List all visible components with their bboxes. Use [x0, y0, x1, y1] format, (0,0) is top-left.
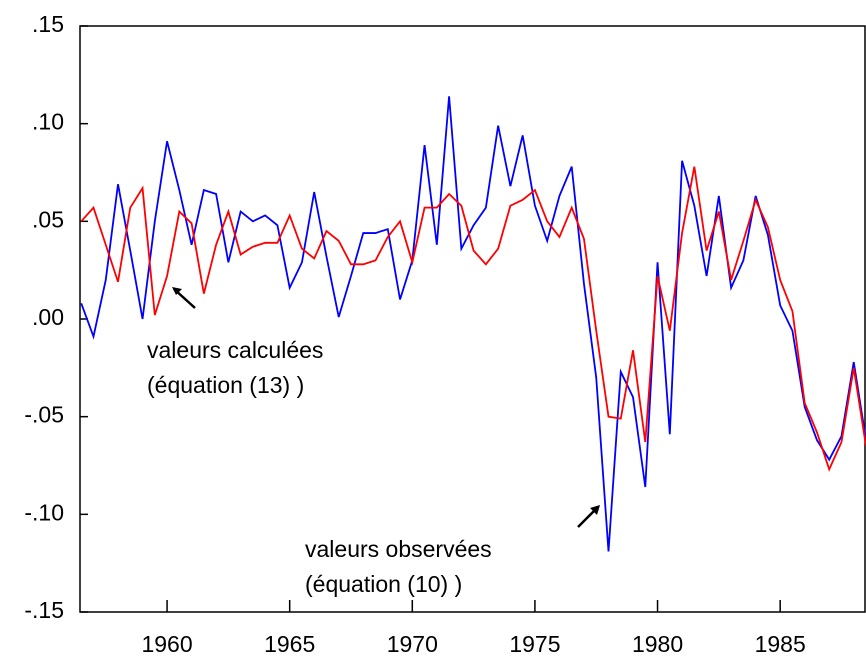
arrow-head	[172, 287, 182, 295]
y-tick-label: .10	[32, 109, 64, 135]
x-tick-label: 1980	[632, 631, 683, 657]
annotation: valeurs calculées	[147, 337, 323, 363]
annotation: (équation (10) )	[305, 571, 462, 597]
annotation: valeurs observées	[305, 536, 492, 562]
x-tick-label: 1965	[264, 631, 315, 657]
y-tick-label: .05	[32, 206, 64, 232]
x-tick-label: 1985	[755, 631, 806, 657]
x-tick-label: 1975	[509, 631, 560, 657]
series-line	[80, 96, 866, 552]
arrow-head	[590, 505, 600, 515]
x-tick-label: 1960	[141, 631, 192, 657]
x-tick-label: 1970	[387, 631, 438, 657]
series-line	[80, 166, 866, 472]
y-tick-label: -.10	[24, 499, 64, 525]
y-tick-label: -.15	[24, 597, 64, 623]
y-tick-label: -.05	[24, 402, 64, 428]
y-tick-label: .00	[32, 304, 64, 330]
y-tick-label: .15	[32, 11, 64, 37]
annotation: (équation (13) )	[147, 372, 304, 398]
plot-frame	[79, 25, 866, 613]
